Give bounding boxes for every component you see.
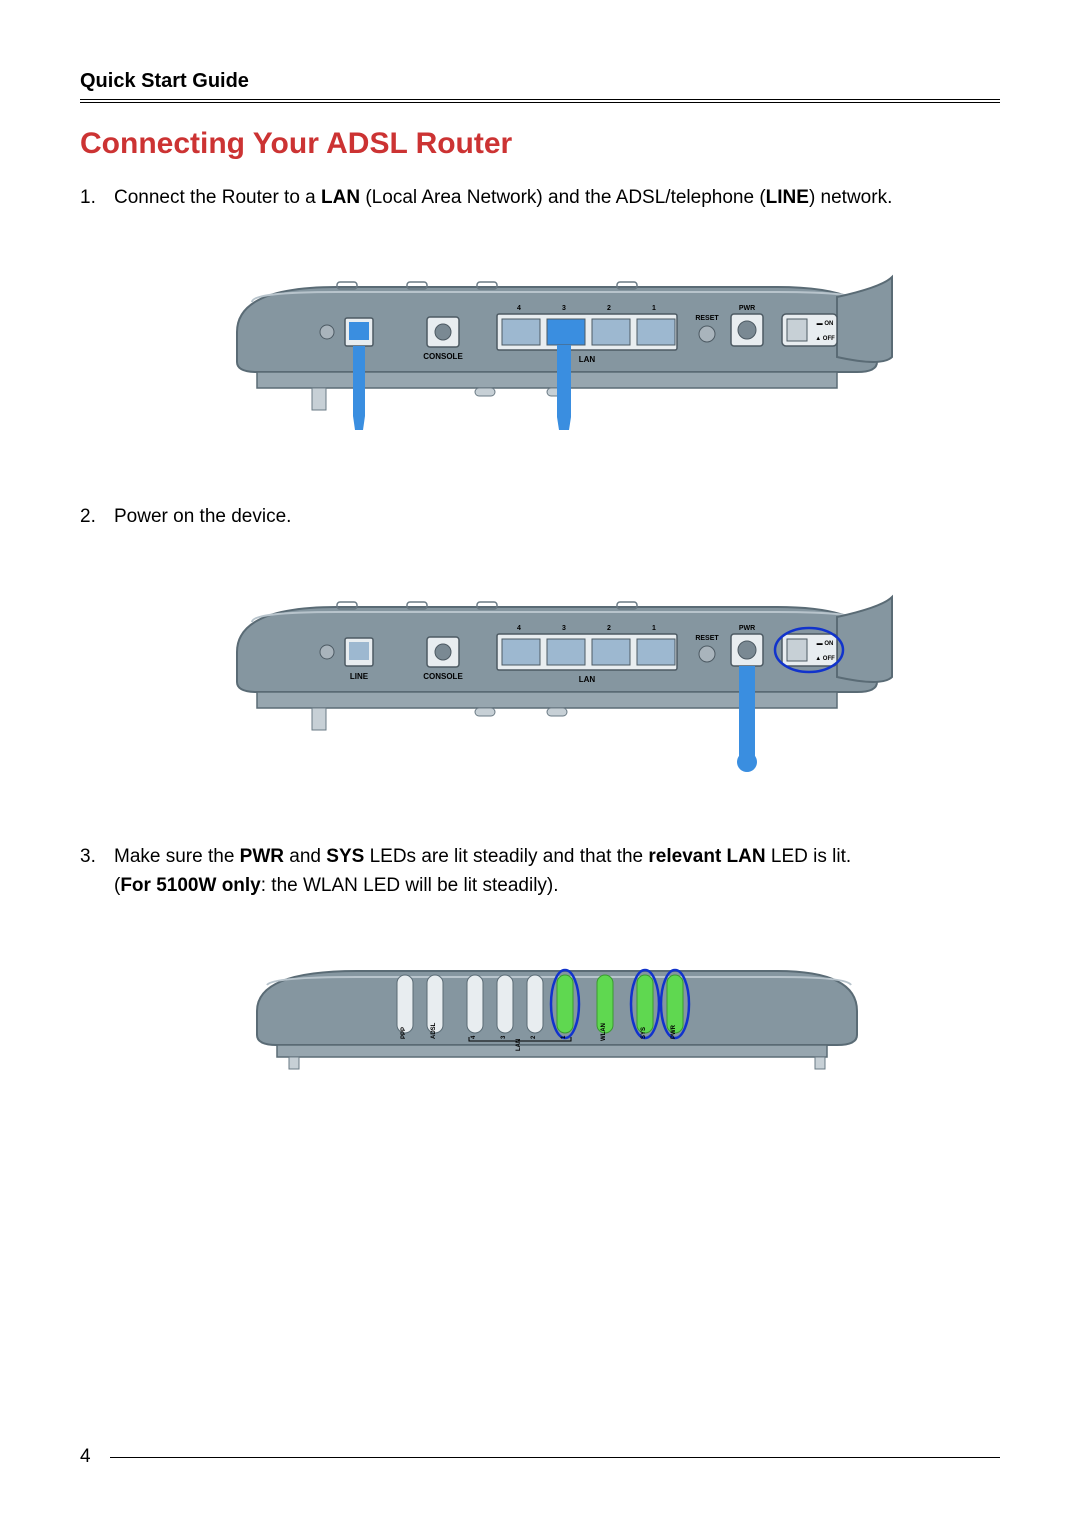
front-leds [397,975,683,1033]
section-title: Connecting Your ADSL Router [80,127,1000,161]
label-p4-2: 4 [517,625,521,632]
label-console-2: CONSOLE [423,672,463,681]
step1-text-pre: Connect the Router to a [114,187,321,208]
label-console: CONSOLE [423,352,463,361]
label-line-2: LINE [350,672,369,681]
steps-list: Connect the Router to a LAN (Local Area … [80,183,1000,1071]
footer-rule [110,1457,1000,1458]
router-back-diagram-2: LINE CONSOLE 4 3 2 1 LAN RESET PWR [217,572,897,782]
led-wlan: WLAN [601,1023,607,1041]
label-on: ▬ ON [817,321,834,327]
label-p3: 3 [562,305,566,312]
label-p2: 2 [607,305,611,312]
label-off: ▲ OFF [815,336,835,342]
s3-b1: PWR [240,846,284,867]
figure-1: CONSOLE 4 3 2 1 LAN RESET [114,252,1000,442]
step1-text-post: ) network. [809,187,892,208]
label-lan: LAN [579,355,596,364]
router-front-diagram: PPP ADSL 4 3 2 1 LAN WLAN SYS PWR [237,941,877,1071]
label-reset-2: RESET [695,635,719,642]
s3-b2: SYS [326,846,364,867]
s3-and: and [284,846,326,867]
label-p2-2: 2 [607,625,611,632]
step1-bold-line: LINE [766,187,809,208]
doc-header: Quick Start Guide [80,70,1000,103]
step1-bold-lan: LAN [321,187,360,208]
s3-brpost: : the WLAN LED will be lit steadily). [261,875,559,896]
step-1: Connect the Router to a LAN (Local Area … [80,183,1000,442]
step2-text: Power on the device. [114,506,291,527]
router-back-diagram-1: CONSOLE 4 3 2 1 LAN RESET [217,252,897,442]
label-p1-2: 1 [652,625,656,632]
label-lan-2: LAN [579,675,596,684]
label-on-2: ▬ ON [817,641,834,647]
led-sys: SYS [641,1027,647,1039]
step1-text-mid: (Local Area Network) and the ADSL/teleph… [360,187,766,208]
label-off-2: ▲ OFF [815,656,835,662]
label-pwr-2: PWR [739,625,755,632]
figure-2: LINE CONSOLE 4 3 2 1 LAN RESET PWR [114,572,1000,782]
label-p4: 4 [517,305,521,312]
s3-mid2: LED is lit. [766,846,852,867]
s3-b3: relevant LAN [648,846,765,867]
step-3: Make sure the PWR and SYS LEDs are lit s… [80,842,1000,1071]
s3-mid1: LEDs are lit steadily and that the [364,846,648,867]
s3-pre: Make sure the [114,846,240,867]
step-2: Power on the device. LINE [80,502,1000,781]
led-ppp: PPP [401,1027,407,1039]
label-p3-2: 3 [562,625,566,632]
label-p1: 1 [652,305,656,312]
page-number: 4 [80,1446,91,1468]
label-reset: RESET [695,315,719,322]
label-pwr: PWR [739,305,755,312]
led-pwr: PWR [671,1024,677,1039]
led-adsl: ADSL [431,1022,437,1039]
s3-b4: For 5100W only [120,875,260,896]
figure-3: PPP ADSL 4 3 2 1 LAN WLAN SYS PWR [114,941,1000,1071]
